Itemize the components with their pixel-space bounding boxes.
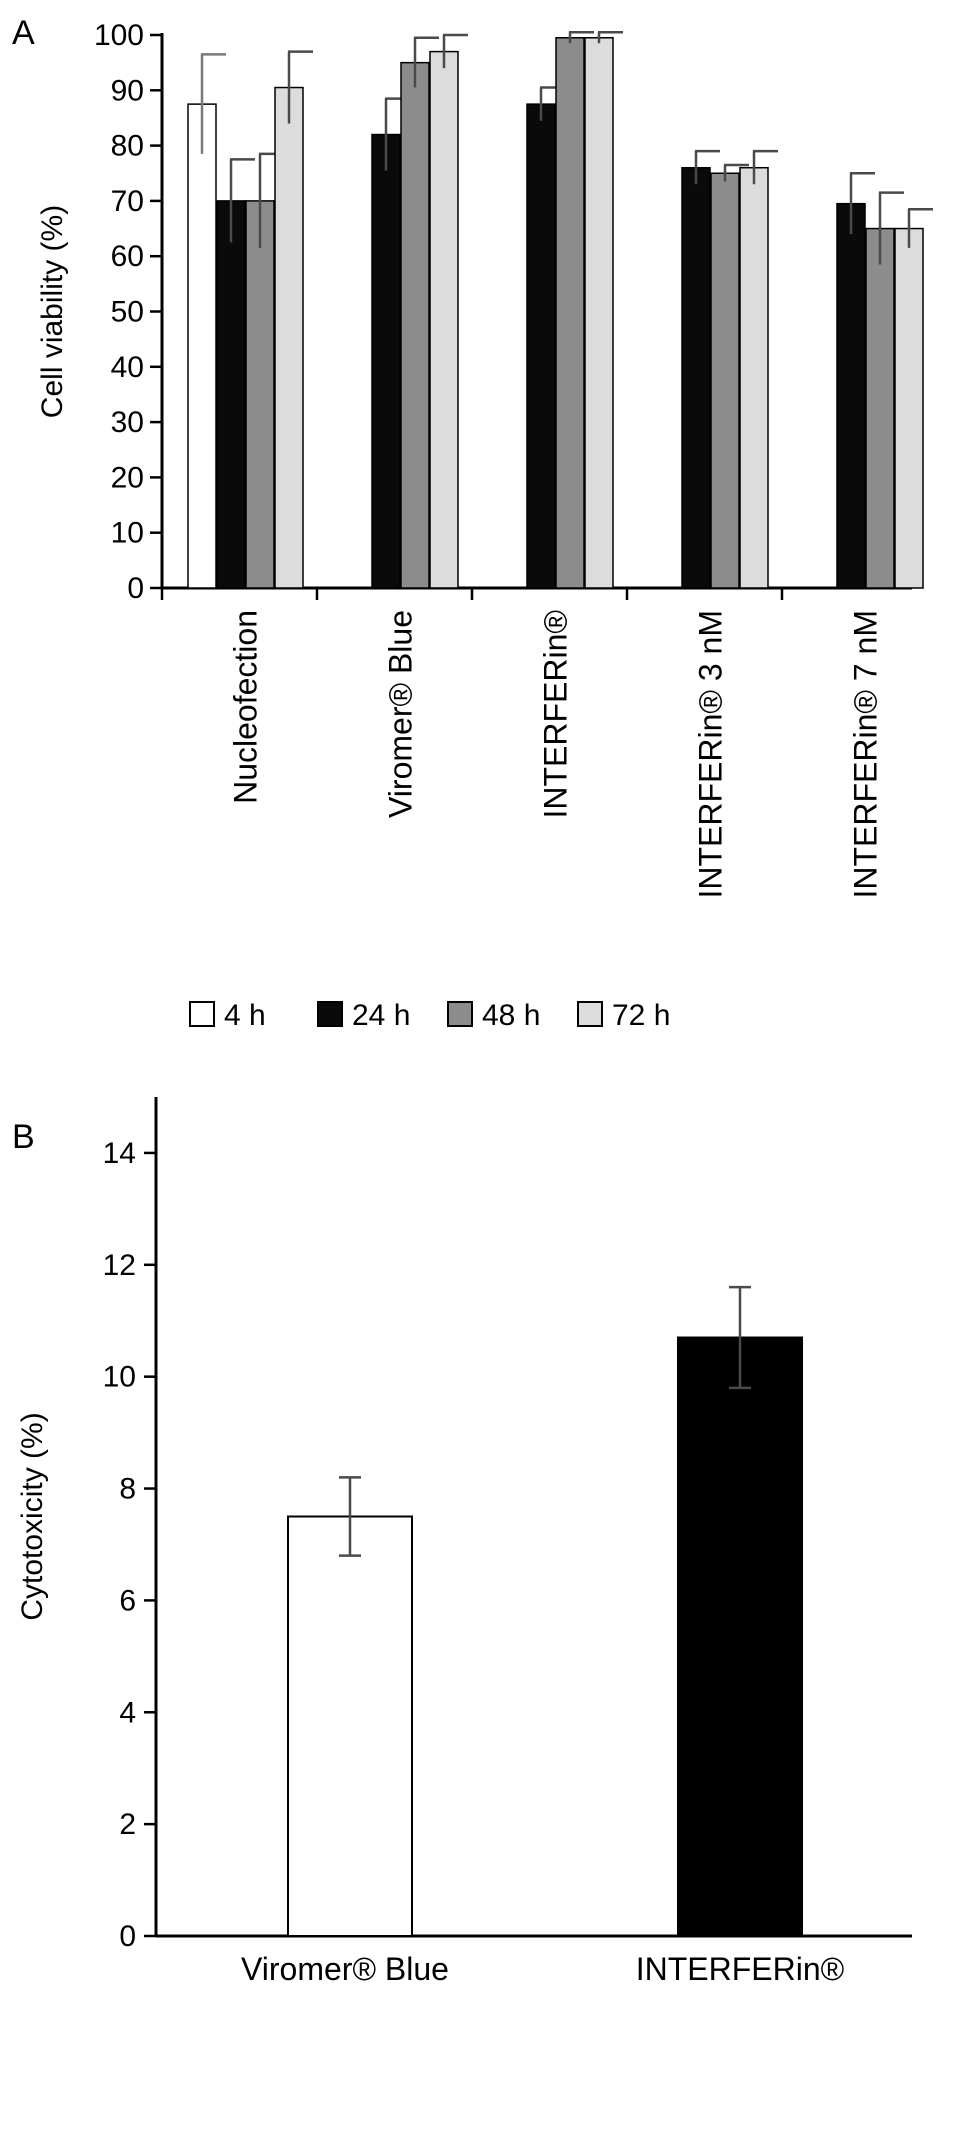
y-tick-label: 40 — [111, 351, 144, 384]
bar-viromer-blue-48-h — [400, 61, 430, 589]
y-axis-title: Cytotoxicity (%) — [16, 1412, 49, 1620]
error-bar-nucleofection-4-h — [200, 53, 226, 154]
error-bar-nucleofection-72-h — [287, 50, 313, 124]
y-tick-label: 70 — [111, 185, 144, 218]
bar-nucleofection-24-h — [216, 200, 246, 589]
legend-swatch-24-h — [317, 1001, 343, 1027]
legend-label-48-h: 48 h — [482, 999, 540, 1032]
legend-label-72-h: 72 h — [612, 999, 670, 1032]
category-label: INTERFERin® 7 nM — [848, 610, 884, 899]
y-tick-label: 4 — [119, 1696, 136, 1729]
bar-viromer-blue — [287, 1515, 413, 1937]
y-axis-title: Cell viability (%) — [36, 205, 69, 418]
bar-nucleofection-4-h — [187, 103, 217, 589]
legend-label-24-h: 24 h — [352, 999, 410, 1032]
category-label: INTERFERin® — [538, 610, 574, 819]
y-tick-label: 0 — [119, 1920, 136, 1953]
legend-swatch-4-h — [189, 1001, 215, 1027]
error-bar-nucleofection-24-h — [229, 158, 255, 243]
y-tick-label: 0 — [127, 572, 144, 605]
error-bar-viromer-blue-48-h — [413, 36, 439, 88]
error-bar-interferin-72-h — [597, 30, 623, 44]
error-bar-interferin-3-nm-48-h — [723, 163, 749, 182]
y-tick-label: 10 — [103, 1361, 136, 1394]
bar-interferin-7-nm-48-h — [865, 227, 895, 589]
bar-nucleofection-48-h — [245, 200, 275, 589]
y-tick-label: 30 — [111, 406, 144, 439]
bar-interferin-72-h — [584, 37, 614, 589]
y-tick-label: 8 — [119, 1473, 136, 1506]
error-bar-interferin-3-nm-72-h — [752, 149, 778, 185]
error-bar-interferin-48-h — [568, 30, 594, 44]
y-tick-label: 2 — [119, 1808, 136, 1841]
y-tick-label: 6 — [119, 1584, 136, 1617]
y-tick-label: 90 — [111, 74, 144, 107]
bar-interferin-7-nm-72-h — [894, 227, 924, 589]
error-bar-interferin-3-nm-24-h — [694, 149, 720, 185]
bar-nucleofection-72-h — [274, 86, 304, 589]
y-tick-label: 50 — [111, 296, 144, 329]
bar-interferin-3-nm-72-h — [739, 166, 769, 589]
error-bar-interferin-7-nm-48-h — [878, 191, 904, 265]
category-label: Viromer® Blue — [241, 1951, 449, 1987]
y-tick-label: 14 — [103, 1137, 136, 1170]
bar-interferin-48-h — [555, 37, 585, 589]
panel-a-letter: A — [12, 14, 35, 52]
bar-viromer-blue-72-h — [429, 50, 459, 589]
y-tick-label: 12 — [103, 1249, 136, 1282]
bar-interferin-7-nm-24-h — [836, 202, 866, 589]
category-label: Viromer® Blue — [383, 610, 419, 818]
error-bar-interferin-7-nm-24-h — [849, 172, 875, 235]
error-bar-interferin — [729, 1285, 751, 1390]
legend-label-4-h: 4 h — [224, 999, 266, 1032]
bar-interferin-3-nm-24-h — [681, 166, 711, 589]
bar-viromer-blue-24-h — [371, 133, 401, 589]
category-label: Nucleofection — [228, 610, 264, 804]
y-tick-label: 80 — [111, 130, 144, 163]
category-label: INTERFERin® 3 nM — [693, 610, 729, 899]
category-label: INTERFERin® — [636, 1951, 845, 1987]
bar-interferin — [677, 1336, 803, 1937]
y-tick-label: 10 — [111, 517, 144, 550]
bar-interferin-3-nm-48-h — [710, 172, 740, 589]
error-bar-viromer-blue — [339, 1476, 361, 1557]
panel-a-cell-viability-chart: A 0 10 20 30 40 50 60 70 80 90 100 Cell viability (… — [12, 14, 933, 1032]
y-tick-label: 100 — [94, 19, 144, 52]
y-tick-label: 60 — [111, 240, 144, 273]
bar-interferin-24-h — [526, 103, 556, 589]
error-bar-interferin-7-nm-72-h — [907, 207, 933, 248]
legend-swatch-72-h — [577, 1001, 603, 1027]
legend-swatch-48-h — [447, 1001, 473, 1027]
error-bar-viromer-blue-72-h — [442, 33, 468, 69]
y-tick-label: 20 — [111, 461, 144, 494]
panel-b-letter: B — [12, 1118, 35, 1156]
panel-b-cytotoxicity-chart: B 0 2 4 6 8 10 12 14 Cytotoxicity (%) Viromer® Bl… — [12, 1097, 912, 1987]
